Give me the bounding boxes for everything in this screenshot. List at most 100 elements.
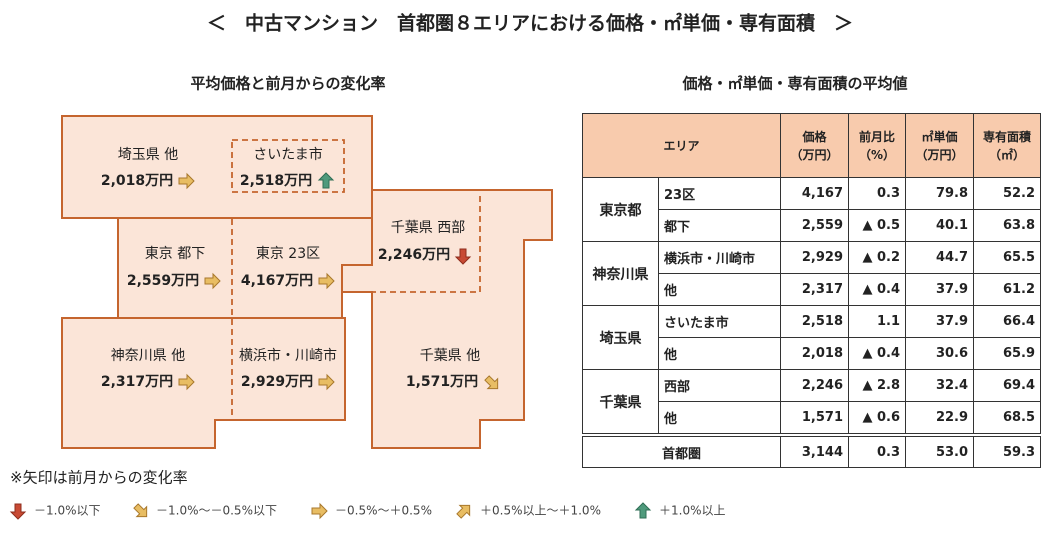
group-name: 東京都 [582,177,659,242]
header-text: エリア [663,138,700,153]
header-cell: 前月比 （%） [848,113,907,178]
legend-label: ＋0.5%以上～＋1.0% [480,504,601,518]
area-name: 23区 [657,177,782,210]
header-text: 専有面積 [983,129,1032,144]
header-cell: 価格 （万円） [780,113,850,178]
data-row: 他 2,018 ▲ 0.4 30.6 65.9 [583,337,1042,370]
region-saitama [61,115,373,219]
value-cell: 68.5 [973,401,1042,436]
value-cell: 63.8 [973,209,1042,242]
group-name: 神奈川県 [582,241,659,306]
header-cell: ㎡単価 （万円） [905,113,975,178]
region-tokyo [117,217,373,319]
table-title: 価格・㎡単価・専有面積の平均値 [681,75,907,93]
area-name: 首都圏 [581,433,782,468]
divider [231,139,345,193]
value-cell: 37.9 [905,305,975,338]
value-cell: 66.4 [973,305,1042,338]
region-name: 東京 都下 [145,246,205,262]
value-cell: 37.9 [905,273,975,306]
region-name: 埼玉県 他 [118,147,178,163]
region-price: 1,571万円 [406,374,478,390]
value-cell: 4,167 [780,177,850,210]
data-row: 東京都 23区 4,167 0.3 79.8 52.2 [582,177,1042,242]
value-cell: 30.6 [905,337,975,370]
legend-icon [635,502,651,519]
value-cell: 79.8 [905,177,975,210]
legend-icon [311,503,328,519]
data-table: エリア 価格 （万円） 前月比 （%） ㎡単価 （万円） 専有面積 （㎡） 東京都 23区 4,167… [581,113,1042,468]
value-cell: 2,317 [780,273,850,306]
value-cell: 2,246 [780,369,850,402]
region-kanagawa [61,317,346,449]
value-cell: 0.3 [848,433,907,468]
legend-label: －1.0%以下 [34,504,101,518]
data-row: 神奈川県 横浜市・川崎市 2,929 ▲ 0.2 44.7 65.5 [582,241,1042,306]
value-cell: ▲ 0.5 [848,209,907,242]
header-text: （%） [859,147,896,162]
region-price: 2,559万円 [127,273,199,289]
region-name: 東京 23区 [256,246,320,262]
data-row: 他 1,571 ▲ 0.6 22.9 68.5 [583,401,1042,436]
header-text: ㎡単価 [921,129,958,144]
legend-label: －1.0%～－0.5%以下 [156,504,277,518]
value-cell: 2,929 [780,241,850,274]
header-text: （万円） [790,147,839,162]
region-price: 4,167万円 [241,273,313,289]
value-cell: ▲ 0.4 [848,337,907,370]
data-row: 埼玉県 さいたま市 2,518 1.1 37.9 66.4 [582,305,1042,370]
region-price: 2,929万円 [241,374,313,390]
legend-icon [453,499,476,522]
legend-icon [130,500,153,523]
header-cell: 専有面積 （㎡） [973,113,1042,178]
value-cell: 40.1 [905,209,975,242]
group-name: 千葉県 [582,369,659,436]
region-name: 横浜市・川崎市 [239,347,337,364]
region-name: さいたま市 [253,146,323,163]
area-name: 他 [657,273,782,306]
value-cell: 65.9 [973,337,1042,370]
group-name: 埼玉県 [582,305,659,370]
map: 埼玉県 他 2,018万円 さいたま市 2,518万円 千葉県 西部 2,246… [61,115,553,449]
region-chiba [341,189,553,449]
value-cell: 61.2 [973,273,1042,306]
header-text: 価格 [802,129,827,144]
value-cell: 44.7 [905,241,975,274]
value-cell: ▲ 0.2 [848,241,907,274]
value-cell: 65.5 [973,241,1042,274]
value-cell: 3,144 [780,433,850,468]
region-price: 2,246万円 [378,247,450,263]
region-name: 千葉県 他 [420,348,480,364]
header-text: （㎡） [989,147,1026,162]
value-cell: 2,518 [780,305,850,338]
value-cell: 2,559 [780,209,850,242]
legend-icon [10,503,26,520]
area-name: 都下 [657,209,782,242]
data-row: 都下 2,559 ▲ 0.5 40.1 63.8 [583,209,1042,242]
value-cell: 32.4 [905,369,975,402]
region-name: 神奈川県 他 [111,348,185,364]
value-cell: 69.4 [973,369,1042,402]
value-cell: 1.1 [848,305,907,338]
value-cell: 1,571 [780,401,850,436]
value-cell: 0.3 [848,177,907,210]
divider [373,196,481,293]
header-row: エリア 価格 （万円） 前月比 （%） ㎡単価 （万円） 専有面積 （㎡） [581,113,1042,178]
region-name: 千葉県 西部 [391,220,465,236]
region-price: 2,018万円 [101,173,173,189]
value-cell: 2,018 [780,337,850,370]
area-name: 他 [657,337,782,370]
region-price: 2,518万円 [240,173,312,189]
legend: －1.0%以下 －1.0%～－0.5%以下 －0.5%～＋0.5% ＋0.5%以… [10,499,726,523]
map-title: 平均価格と前月からの変化率 [190,75,385,93]
page-title: ＜ 中古マンション 首都圏８エリアにおける価格・㎡単価・専有面積 ＞ [207,12,853,35]
area-name: 西部 [657,369,782,402]
value-cell: ▲ 0.6 [848,401,907,436]
legend-label: ＋1.0%以上 [659,504,726,518]
header-text: 前月比 [859,129,896,144]
note: ※矢印は前月からの変化率 [10,469,188,487]
value-cell: 59.3 [973,433,1042,468]
area-name: さいたま市 [657,305,782,338]
total-row: 首都圏 3,144 0.3 53.0 59.3 [581,433,1042,468]
